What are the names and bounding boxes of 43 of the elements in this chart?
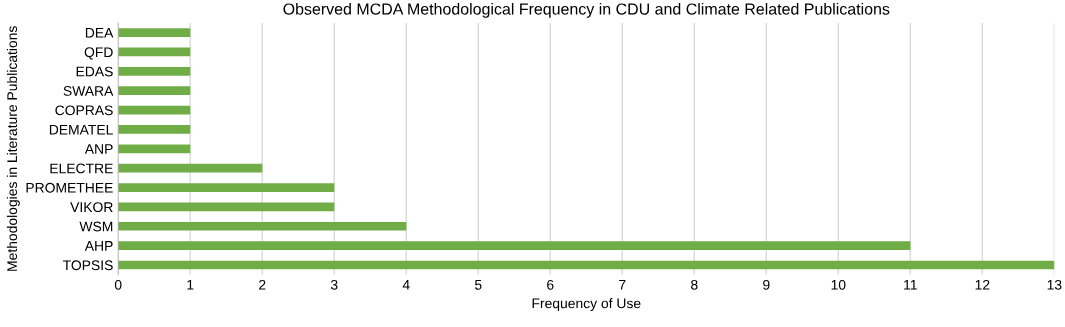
y-tick-label: QFD	[84, 47, 113, 60]
y-tick-label: DEMATEL	[49, 124, 113, 135]
x-tick-label: 4	[402, 280, 410, 290]
y-tick-label: DEA	[85, 28, 114, 38]
y-tick-label: EDAS	[76, 66, 113, 77]
bar	[118, 125, 191, 134]
x-tick-label: 6	[547, 279, 554, 290]
bar	[118, 202, 335, 212]
y-tick-label: TOPSIS	[62, 260, 113, 271]
y-axis-title: Methodologies in Literature Publications	[6, 26, 20, 271]
x-tick-label: 1	[187, 280, 194, 290]
y-tick-label: COPRAS	[55, 105, 113, 116]
y-tick-label: PROMETHEE	[26, 182, 113, 193]
x-tick-label: 10	[831, 279, 846, 290]
bar	[118, 66, 191, 76]
bar	[118, 47, 191, 57]
bar	[118, 28, 191, 37]
x-tick-label: 0	[114, 279, 122, 290]
x-tick-label: 13	[1047, 279, 1062, 290]
x-tick-label: 3	[330, 279, 338, 290]
x-tick-label: 12	[975, 279, 990, 290]
bar	[118, 163, 263, 173]
y-tick-label: ELECTRE	[50, 163, 113, 174]
x-tick-label: 11	[904, 280, 917, 290]
y-tick-label: SWARA	[63, 86, 114, 96]
bar	[118, 144, 191, 154]
bar	[118, 260, 1055, 270]
bar	[118, 221, 407, 231]
bar	[118, 86, 191, 96]
x-tick-label: 7	[619, 280, 626, 290]
bar	[118, 105, 191, 115]
chart-title: Observed MCDA Methodological Frequency in CDU and Climate Related Publications	[283, 2, 890, 18]
x-tick-label: 2	[259, 279, 266, 290]
y-tick-label: AHP	[84, 241, 113, 251]
x-axis-title: Frequency of Use	[532, 298, 641, 311]
bar	[118, 241, 911, 250]
x-tick-label: 9	[763, 279, 770, 290]
bar	[118, 183, 335, 192]
x-tick-label: 5	[474, 280, 482, 290]
x-tick-label: 8	[691, 279, 698, 290]
y-tick-label: WSM	[79, 221, 113, 232]
y-tick-label: VIKOR	[70, 202, 113, 213]
y-tick-label: ANP	[84, 144, 113, 154]
